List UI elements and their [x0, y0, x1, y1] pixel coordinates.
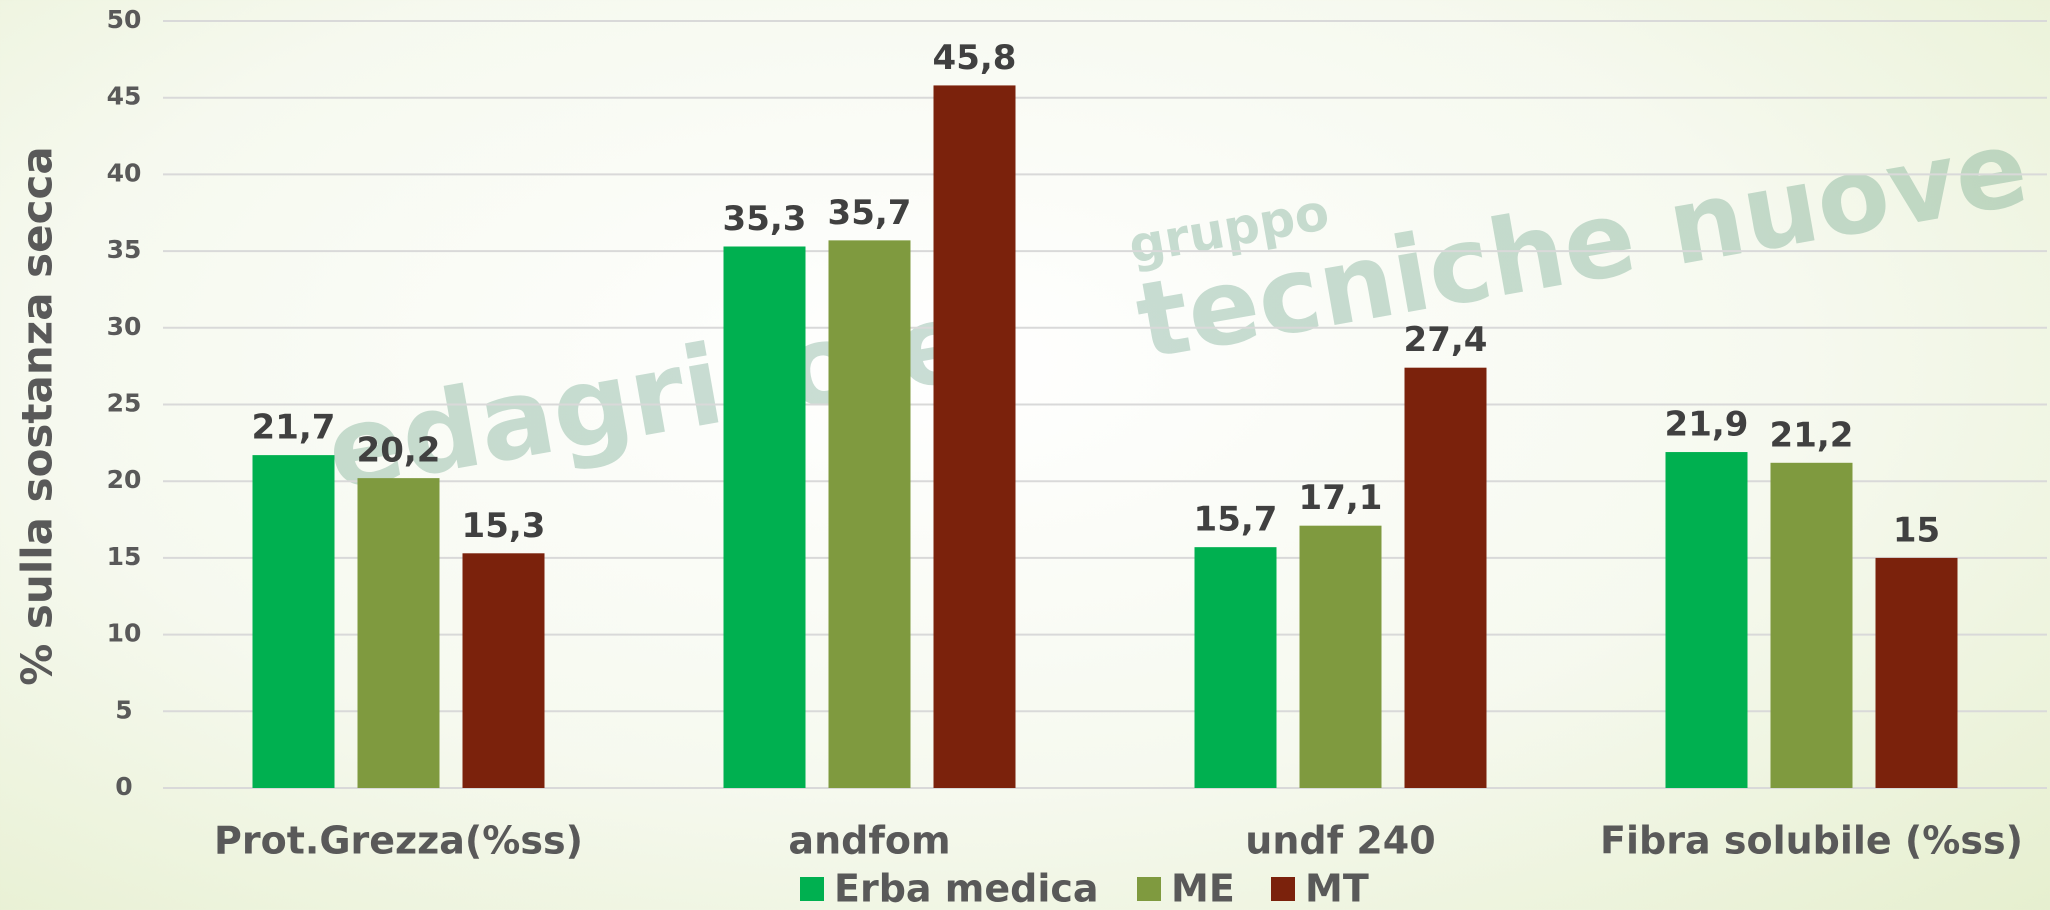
bar	[723, 246, 806, 789]
bar	[1299, 525, 1382, 788]
data-label: 15,7	[1194, 500, 1278, 540]
y-tick-label: 10	[107, 619, 142, 648]
y-axis-label: % sulla sostanza secca	[13, 146, 62, 686]
legend-swatch	[1137, 877, 1161, 901]
legend-swatch	[800, 877, 824, 901]
y-tick-label: 25	[107, 389, 142, 418]
y-tick-label: 15	[107, 542, 142, 571]
y-tick-label: 35	[107, 235, 142, 264]
data-label: 21,7	[252, 408, 336, 448]
bar	[1665, 452, 1748, 788]
x-tick-label: Fibra solubile (%ss)	[1600, 819, 2023, 863]
bar	[462, 553, 545, 788]
x-tick-label: andfom	[788, 819, 950, 863]
bar	[357, 478, 440, 788]
bar	[1875, 557, 1958, 788]
y-tick-label: 30	[107, 312, 142, 341]
data-label: 15	[1893, 510, 1940, 550]
bar	[1194, 547, 1277, 788]
data-label: 15,3	[462, 506, 546, 546]
bar	[1404, 367, 1487, 788]
bar	[1770, 462, 1853, 788]
y-tick-label: 5	[115, 695, 132, 724]
legend-swatch	[1271, 877, 1295, 901]
bar	[252, 455, 335, 788]
y-tick-label: 20	[107, 465, 142, 494]
legend-label: Erba medica	[834, 867, 1099, 910]
data-label: 20,2	[357, 431, 441, 471]
y-tick-label: 45	[107, 82, 142, 111]
bar	[933, 85, 1016, 789]
y-tick-label: 0	[115, 772, 132, 801]
watermark: tecniche nuove	[1128, 106, 2036, 383]
data-label: 35,7	[828, 193, 912, 233]
legend-label: ME	[1171, 867, 1235, 910]
x-tick-label: Prot.Grezza(%ss)	[214, 819, 583, 863]
bar	[828, 240, 911, 788]
data-label: 27,4	[1404, 320, 1488, 360]
data-label: 45,8	[933, 38, 1017, 78]
x-tick-label: undf 240	[1245, 819, 1435, 863]
data-label: 35,3	[723, 199, 807, 239]
data-label: 17,1	[1299, 478, 1383, 518]
y-tick-label: 50	[107, 5, 142, 34]
data-label: 21,9	[1665, 405, 1749, 445]
data-label: 21,2	[1770, 415, 1854, 455]
legend-label: MT	[1305, 867, 1369, 910]
y-tick-label: 40	[107, 158, 142, 187]
